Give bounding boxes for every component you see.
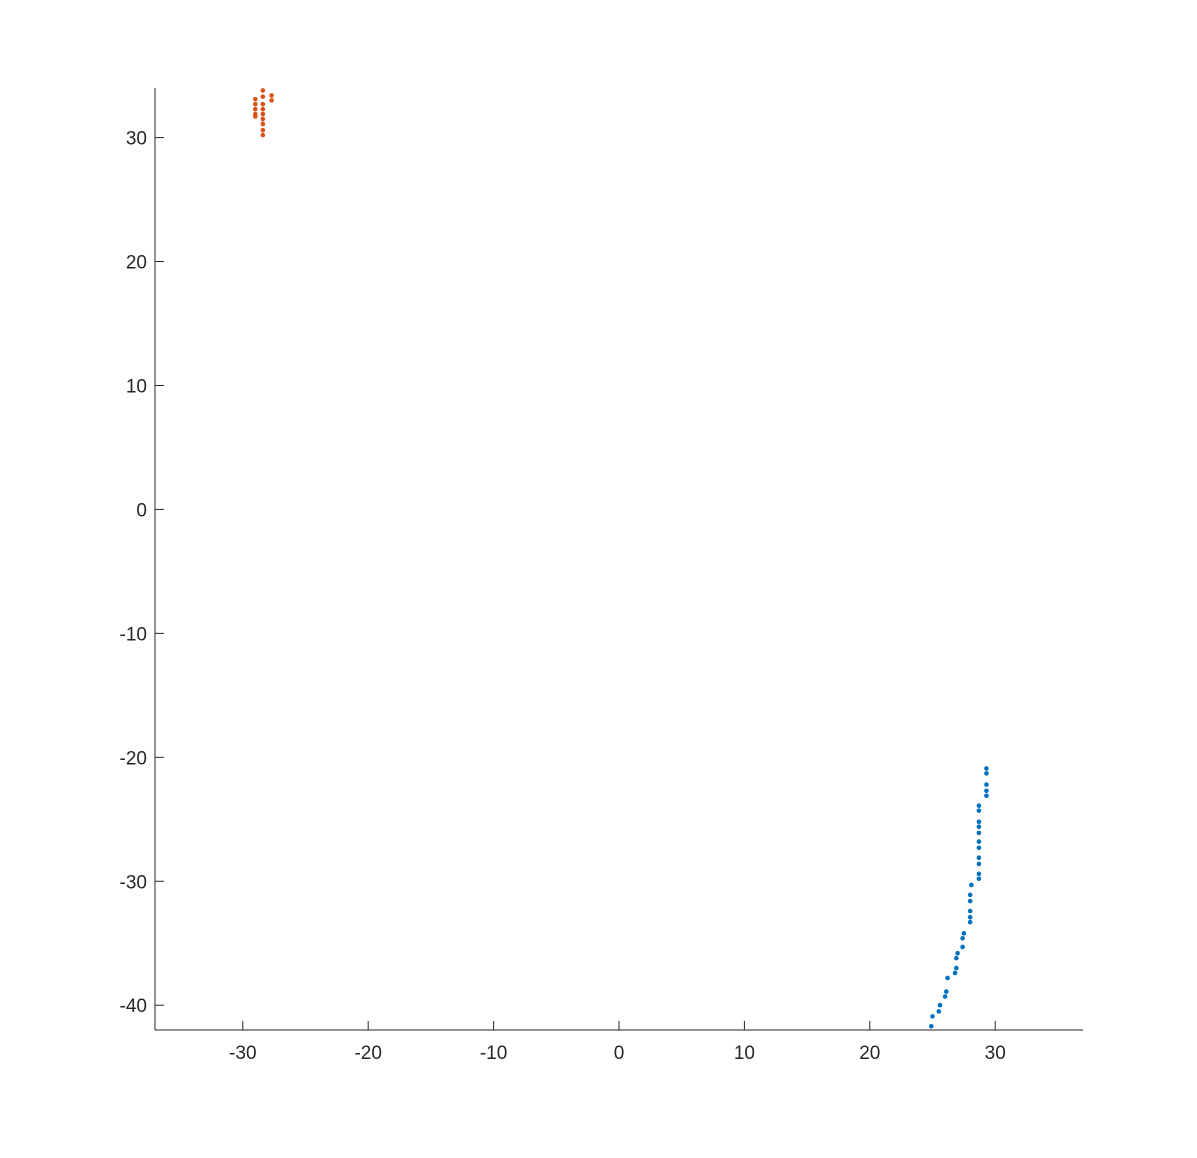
data-point [976,803,982,808]
data-point [930,1014,935,1019]
data-point [260,88,266,93]
data-point [960,935,965,941]
data-point [984,788,989,794]
x-tick-label: 0 [614,1043,625,1064]
data-point [260,132,266,138]
y-tick-label: 20 [126,253,147,274]
data-point [253,96,258,102]
x-axis-ticks: -30 -20 -10 0 10 20 30 [229,1021,1006,1064]
data-point [976,830,982,836]
data-point [967,908,973,914]
x-tick-label: -10 [480,1043,507,1064]
plot-area: -30 -20 -10 0 10 20 30 -40 -30 -20 -10 0 10 20 30 [120,88,1083,1064]
data-point [976,824,982,830]
y-tick-label: -30 [120,872,147,893]
data-point [942,994,948,999]
data-point [936,1009,942,1014]
data-point [961,931,967,936]
data-point [976,845,982,851]
x-tick-label: -30 [229,1043,256,1064]
data-point [967,898,973,904]
series-2 [253,88,274,138]
data-point [969,882,974,888]
data-point [976,861,982,867]
data-point [976,855,982,861]
data-point [260,121,266,127]
data-point [260,101,266,107]
data-point [253,114,258,119]
data-point [260,94,266,99]
data-point [967,919,973,925]
data-point [952,970,958,976]
data-point [976,839,982,844]
data-point [954,955,959,961]
y-tick-label: -40 [120,996,147,1017]
data-point [960,944,965,950]
y-tick-label: 10 [126,376,147,397]
data-point [976,876,982,882]
data-point [976,819,982,825]
data-point [260,106,266,112]
data-point [984,782,989,787]
data-point [955,950,960,956]
data-point [269,98,274,103]
data-point [976,808,982,813]
data-point [253,101,258,107]
data-point [253,106,258,112]
data-point [984,771,989,776]
series-1 [928,766,989,1029]
x-tick-label: 10 [734,1043,755,1064]
data-point [967,914,973,920]
data-point [954,965,959,971]
y-tick-label: -10 [120,624,147,645]
data-point [945,975,950,981]
data-point [260,111,266,117]
y-axis-ticks: -40 -30 -20 -10 0 10 20 30 [120,129,164,1017]
data-point [937,1002,943,1008]
data-point [944,989,949,994]
data-series [253,88,989,1029]
data-point [269,93,274,98]
x-tick-label: -20 [354,1043,381,1064]
data-point [928,1023,934,1029]
x-tick-label: 20 [859,1043,880,1064]
x-tick-label: 30 [985,1043,1006,1064]
data-point [984,766,989,771]
data-point [984,793,989,799]
data-point [260,127,266,133]
data-point [967,892,973,898]
data-point [976,871,982,877]
y-tick-label: 0 [136,500,147,521]
data-point [260,116,266,122]
y-tick-label: 30 [126,129,147,150]
y-tick-label: -20 [120,748,147,769]
